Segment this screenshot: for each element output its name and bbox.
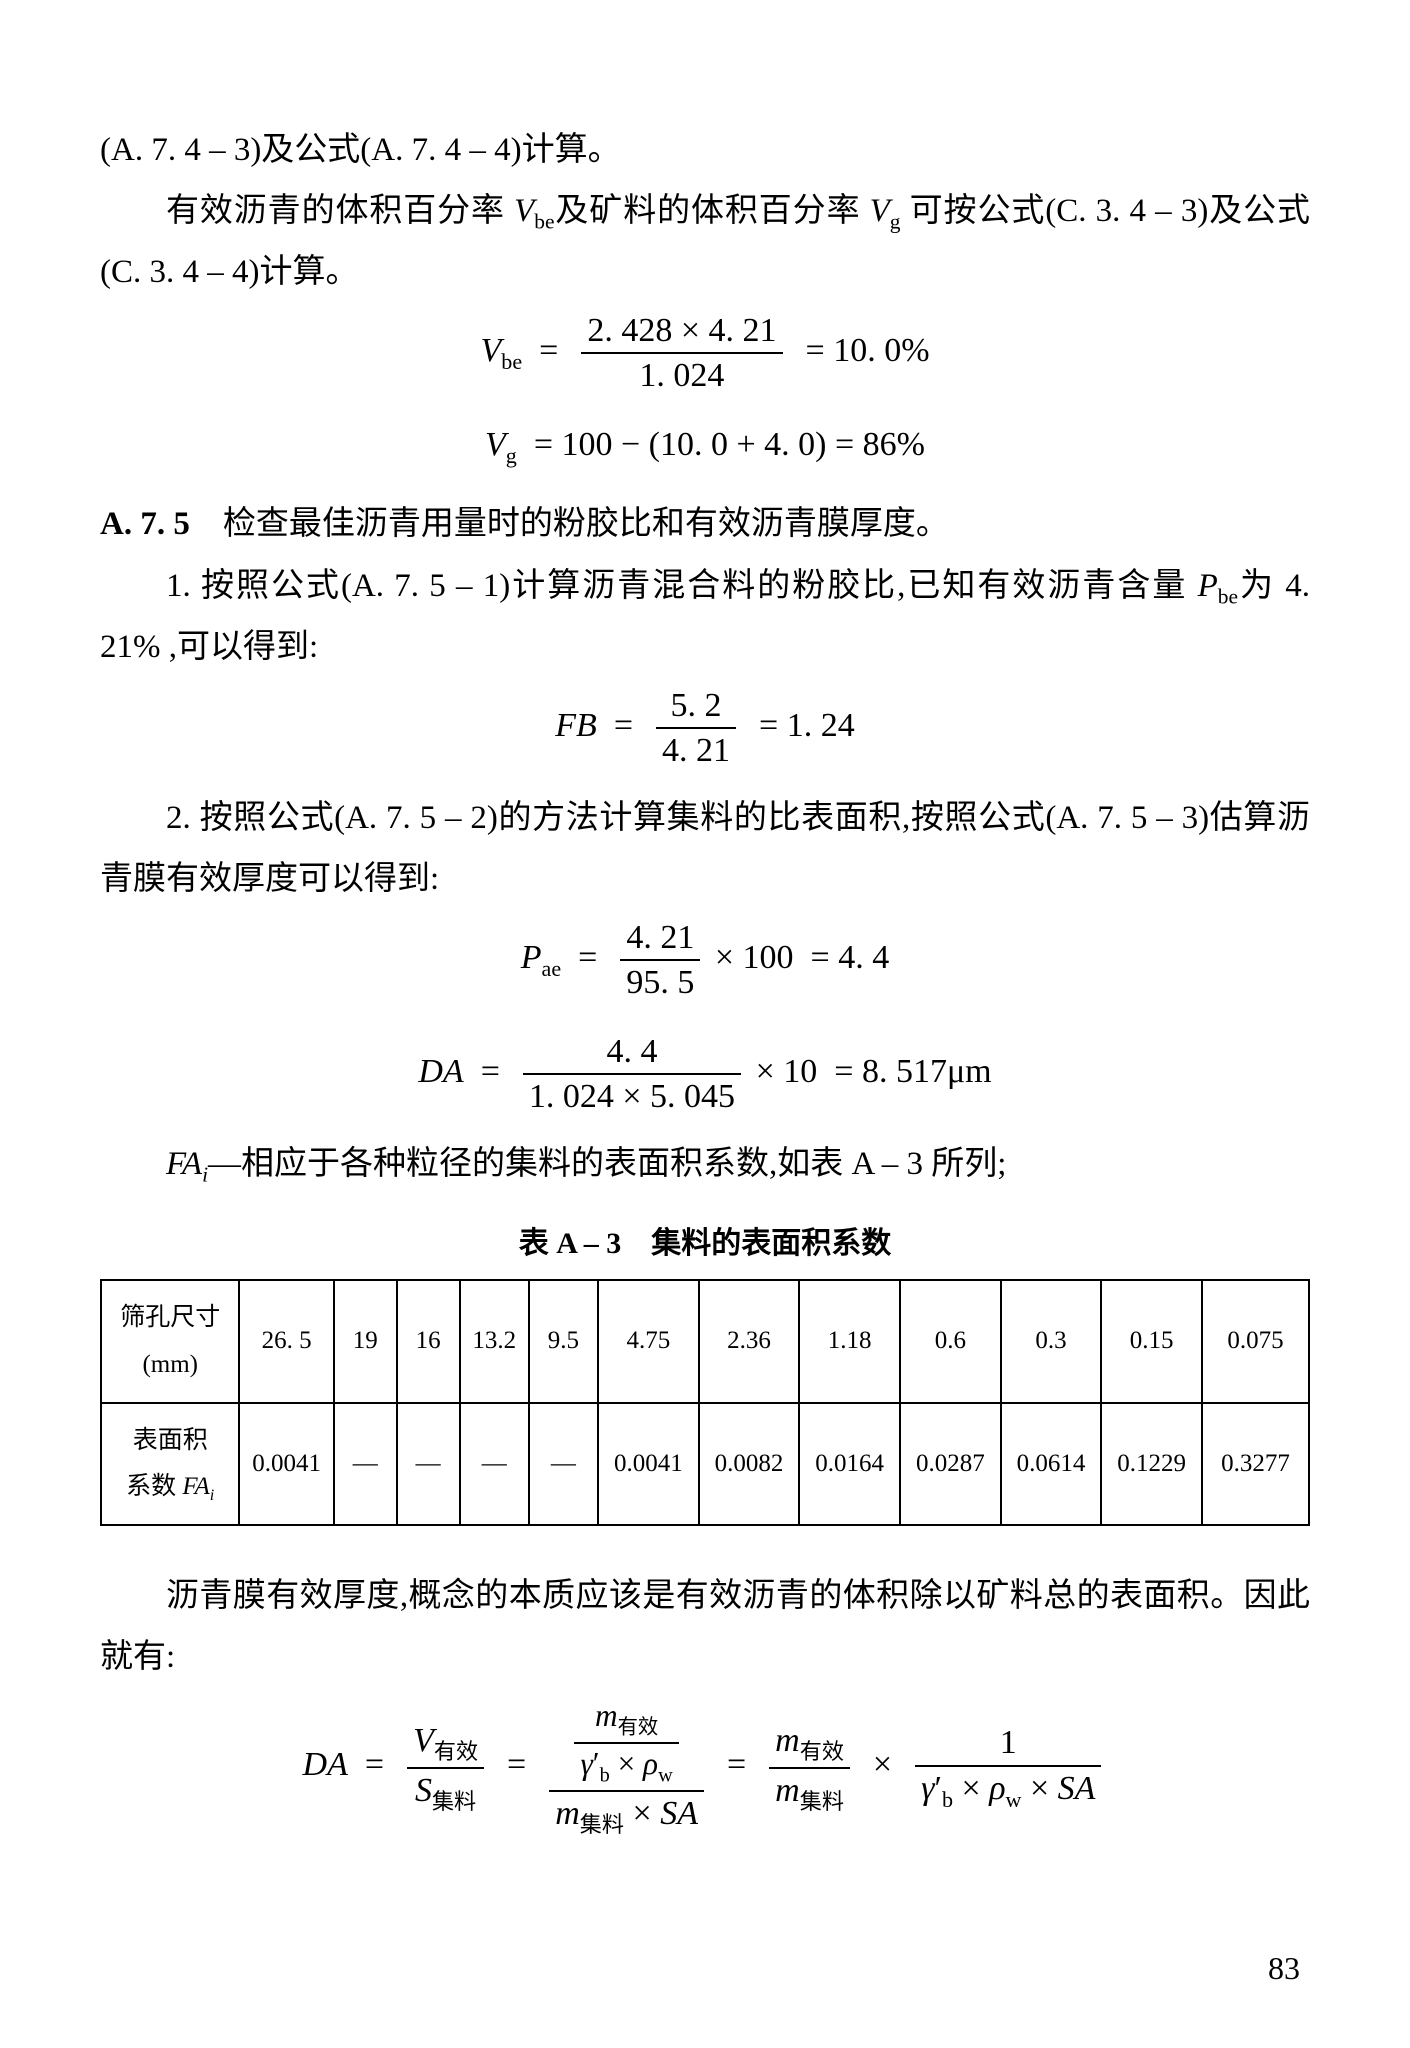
lhs: DA	[303, 1746, 348, 1783]
table-title: 表 A – 3 集料的表面积系数	[100, 1216, 1310, 1272]
equation-pae: Pae = 4. 21 95. 5 × 100 = 4. 4	[100, 918, 1310, 1002]
equation-fb: FB = 5. 2 4. 21 = 1. 24	[100, 686, 1310, 770]
cell: —	[460, 1403, 529, 1526]
equation-vg: Vg = 100 − (10. 0 + 4. 0) = 86%	[100, 414, 1310, 477]
cell: 0.0082	[699, 1403, 800, 1526]
result: 1. 24	[787, 707, 855, 744]
cell: 0.0287	[900, 1403, 1001, 1526]
fa-line: FAi—相应于各种粒径的集料的表面积系数,如表 A – 3 所列;	[100, 1134, 1310, 1195]
numerator: 4. 4	[523, 1032, 741, 1075]
para-a744: (A. 7. 4 – 3)及公式(A. 7. 4 – 4)计算。	[100, 120, 1310, 181]
lhs: Vbe	[480, 332, 522, 369]
sym-vbe: Vbe	[514, 193, 554, 229]
fraction: 4. 21 95. 5	[620, 918, 700, 1002]
frac-1: V有效 S集料	[407, 1721, 484, 1813]
section-text: 检查最佳沥青用量时的粉胶比和有效沥青膜厚度。	[190, 506, 949, 542]
table-row: 表面积 系数 FAi 0.0041 — — — — 0.0041 0.0082 …	[101, 1403, 1309, 1526]
text: —相应于各种粒径的集料的表面积系数,如表 A – 3 所列;	[208, 1146, 1006, 1182]
text: 有效沥青的体积百分率	[166, 193, 514, 229]
cell: 16	[397, 1280, 460, 1403]
cell: 0.0041	[239, 1403, 333, 1526]
cell: 0.0041	[598, 1403, 699, 1526]
rhs: 100 − (10. 0 + 4. 0) = 86%	[562, 426, 926, 463]
cell: 0.0164	[799, 1403, 900, 1526]
lhs: DA	[418, 1053, 463, 1090]
cell: —	[529, 1403, 598, 1526]
cell: 4.75	[598, 1280, 699, 1403]
equation-da-full: DA = V有效 S集料 = m有效 γ′b × ρw m集料 × SA = m…	[100, 1698, 1310, 1836]
numerator: 4. 21	[620, 918, 700, 961]
item-2: 2. 按照公式(A. 7. 5 – 2)的方法计算集料的比表面积,按照公式(A.…	[100, 788, 1310, 910]
numerator: 5. 2	[656, 686, 736, 729]
fraction: 4. 4 1. 024 × 5. 045	[523, 1032, 741, 1116]
lhs: Pae	[521, 939, 561, 976]
cell: 0.0614	[1001, 1403, 1102, 1526]
cell: 1.18	[799, 1280, 900, 1403]
text: 1. 按照公式(A. 7. 5 – 1)计算沥青混合料的粉胶比,已知有效沥青含量	[166, 568, 1198, 604]
cell: 13.2	[460, 1280, 529, 1403]
sym-vg: Vg	[870, 193, 901, 229]
cell: 26. 5	[239, 1280, 333, 1403]
lhs: Vg	[485, 426, 517, 463]
row-head-fa: 表面积 系数 FAi	[101, 1403, 239, 1526]
denominator: 4. 21	[656, 729, 736, 770]
section-number: A. 7. 5	[100, 506, 190, 542]
section-a75: A. 7. 5 检查最佳沥青用量时的粉胶比和有效沥青膜厚度。	[100, 494, 1310, 555]
fraction: 2. 428 × 4. 21 1. 024	[581, 311, 782, 395]
frac-4: 1 γ′b × ρw × SA	[915, 1723, 1101, 1811]
fraction: 5. 2 4. 21	[656, 686, 736, 770]
para-vbe-vg: 有效沥青的体积百分率 Vbe及矿料的体积百分率 Vg 可按公式(C. 3. 4 …	[100, 181, 1310, 303]
sym-pbe: Pbe	[1198, 568, 1238, 604]
table-row: 筛孔尺寸 (mm) 26. 5 19 16 13.2 9.5 4.75 2.36…	[101, 1280, 1309, 1403]
row-head-sieve: 筛孔尺寸 (mm)	[101, 1280, 239, 1403]
cell: 19	[334, 1280, 397, 1403]
page: (A. 7. 4 – 3)及公式(A. 7. 4 – 4)计算。 有效沥青的体积…	[0, 0, 1410, 2048]
item-1: 1. 按照公式(A. 7. 5 – 1)计算沥青混合料的粉胶比,已知有效沥青含量…	[100, 556, 1310, 678]
cell: 0.6	[900, 1280, 1001, 1403]
cell: 2.36	[699, 1280, 800, 1403]
equation-vbe: Vbe = 2. 428 × 4. 21 1. 024 = 10. 0%	[100, 311, 1310, 395]
mult: × 10	[747, 1053, 817, 1090]
frac-2: m有效 γ′b × ρw m集料 × SA	[549, 1698, 704, 1836]
equation-da: DA = 4. 4 1. 024 × 5. 045 × 10 = 8. 517μ…	[100, 1032, 1310, 1116]
cell: 0.15	[1101, 1280, 1202, 1403]
text: 及矿料的体积百分率	[555, 193, 870, 229]
result: 10. 0%	[833, 332, 929, 369]
cell: 0.075	[1202, 1280, 1309, 1403]
numerator: 2. 428 × 4. 21	[581, 311, 782, 354]
page-number: 83	[1268, 1939, 1300, 1998]
para-after-table: 沥青膜有效厚度,概念的本质应该是有效沥青的体积除以矿料总的表面积。因此就有:	[100, 1566, 1310, 1688]
cell: 0.1229	[1101, 1403, 1202, 1526]
denominator: 1. 024 × 5. 045	[523, 1075, 741, 1116]
frac-3: m有效 m集料	[769, 1721, 850, 1813]
cell: —	[334, 1403, 397, 1526]
result: 4. 4	[838, 939, 889, 976]
table-a3: 筛孔尺寸 (mm) 26. 5 19 16 13.2 9.5 4.75 2.36…	[100, 1279, 1310, 1526]
sym-fai: FAi	[166, 1146, 208, 1182]
lhs: FB	[555, 707, 597, 744]
denominator: 95. 5	[620, 961, 700, 1002]
cell: —	[397, 1403, 460, 1526]
cell: 0.3277	[1202, 1403, 1309, 1526]
result: 8. 517μm	[862, 1053, 992, 1090]
cell: 9.5	[529, 1280, 598, 1403]
mult: × 100	[706, 939, 793, 976]
cell: 0.3	[1001, 1280, 1102, 1403]
denominator: 1. 024	[581, 354, 782, 395]
